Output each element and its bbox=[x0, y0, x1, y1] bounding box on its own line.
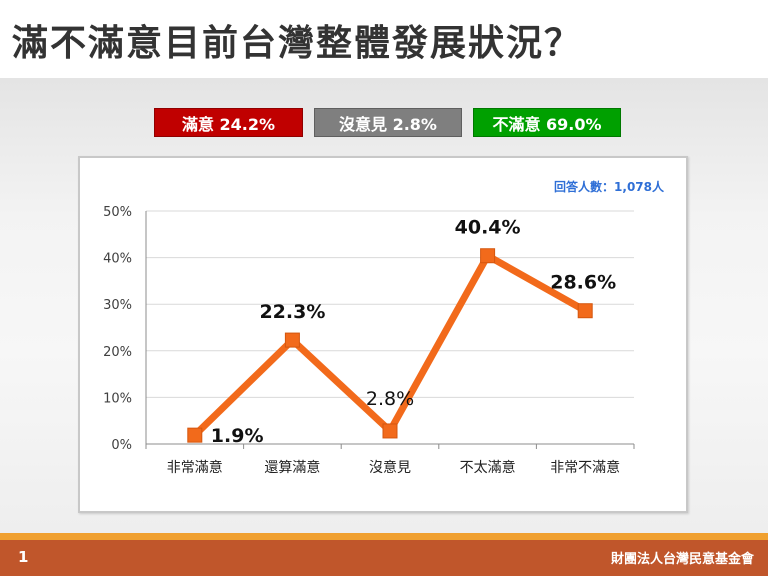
y-tick-label: 30% bbox=[103, 298, 132, 313]
x-category-label: 還算滿意 bbox=[264, 459, 320, 476]
y-tick-label: 20% bbox=[103, 345, 132, 360]
data-label: 40.4% bbox=[455, 217, 521, 239]
data-point-marker bbox=[382, 423, 398, 439]
summary-dissatisfied-badge: 不滿意 69.0% bbox=[473, 108, 621, 137]
data-label: 1.9% bbox=[211, 425, 264, 447]
x-category-label: 非常滿意 bbox=[167, 459, 223, 476]
data-point-marker bbox=[284, 332, 300, 348]
x-category-label: 非常不滿意 bbox=[550, 459, 620, 476]
y-tick-label: 40% bbox=[103, 252, 132, 267]
x-category-label: 不太滿意 bbox=[460, 459, 516, 476]
y-tick-label: 50% bbox=[103, 205, 132, 220]
y-tick-label: 0% bbox=[111, 438, 132, 453]
chart-panel: 回答人數：1,078人 0% 10% 20% 30% 40% 50% 非常滿意 還算滿意 沒意見 不… bbox=[78, 156, 688, 513]
data-point-marker bbox=[480, 248, 496, 264]
summary-no-opinion-badge: 沒意見 2.8% bbox=[314, 108, 462, 137]
page-number: 1 bbox=[18, 548, 29, 566]
data-label: 2.8% bbox=[366, 388, 414, 410]
respondents-note: 回答人數：1,078人 bbox=[554, 179, 665, 194]
summary-satisfied-badge: 滿意 24.2% bbox=[154, 108, 303, 137]
footer-bar bbox=[0, 540, 768, 576]
title-band bbox=[0, 0, 768, 78]
data-point-marker bbox=[187, 427, 203, 443]
line-chart: 回答人數：1,078人 0% 10% 20% 30% 40% 50% 非常滿意 還算滿意 沒意見 不… bbox=[103, 179, 665, 476]
footer-stripe bbox=[0, 533, 768, 540]
page-title: 滿不滿意目前台灣整體發展狀況？ bbox=[12, 23, 583, 64]
data-point-marker bbox=[577, 303, 593, 319]
organization-name: 財團法人台灣民意基金會 bbox=[610, 552, 754, 567]
y-tick-label: 10% bbox=[103, 391, 132, 406]
data-label: 28.6% bbox=[550, 272, 616, 294]
x-category-label: 沒意見 bbox=[369, 459, 411, 476]
data-label: 22.3% bbox=[259, 301, 325, 323]
